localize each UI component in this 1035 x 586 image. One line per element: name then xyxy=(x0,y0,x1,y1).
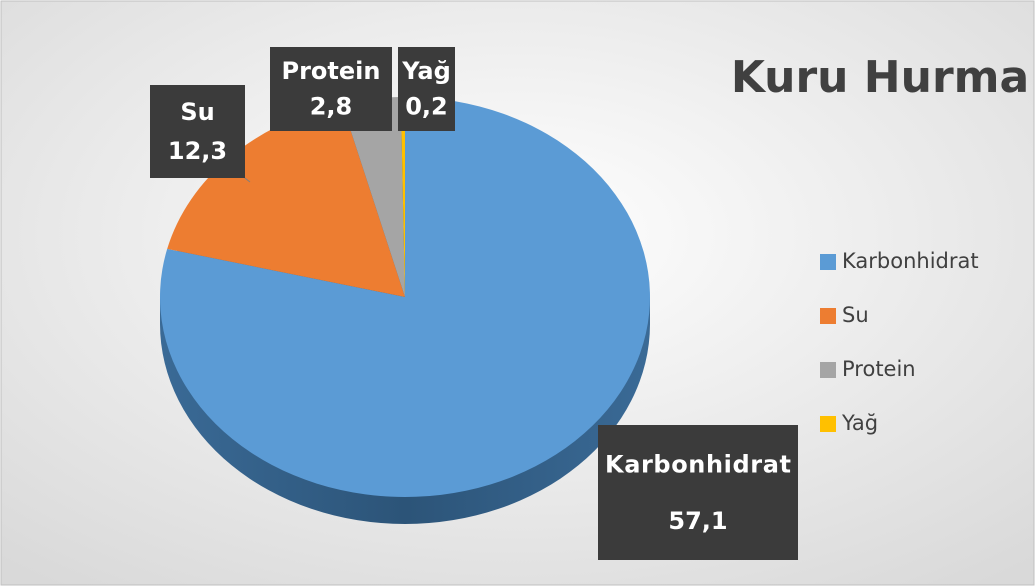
data-label-value: 2,8 xyxy=(310,92,353,120)
pie-slice xyxy=(400,97,405,297)
pie-slice xyxy=(167,103,405,297)
legend-swatch xyxy=(820,362,836,378)
legend-swatch xyxy=(820,254,836,270)
legend-swatch xyxy=(820,308,836,324)
data-label-name: Yağ xyxy=(401,57,451,85)
data-label-box xyxy=(598,425,798,560)
legend-label: Protein xyxy=(842,357,916,381)
data-label-value: 57,1 xyxy=(668,507,727,535)
legend-swatch xyxy=(820,416,836,432)
data-label-box xyxy=(150,85,245,178)
chart-title: Kuru Hurma xyxy=(731,52,1029,103)
data-label-box xyxy=(398,47,455,131)
data-label-name: Protein xyxy=(282,57,381,85)
data-label-value: 12,3 xyxy=(168,137,227,165)
legend-label: Su xyxy=(842,303,869,327)
data-label-name: Su xyxy=(180,98,214,126)
pie-slice xyxy=(341,97,405,298)
data-label-box xyxy=(270,47,392,131)
legend-label: Yağ xyxy=(841,411,878,435)
data-label-value: 0,2 xyxy=(405,92,448,120)
data-label-name: Karbonhidrat xyxy=(605,451,791,479)
legend-label: Karbonhidrat xyxy=(842,249,979,273)
